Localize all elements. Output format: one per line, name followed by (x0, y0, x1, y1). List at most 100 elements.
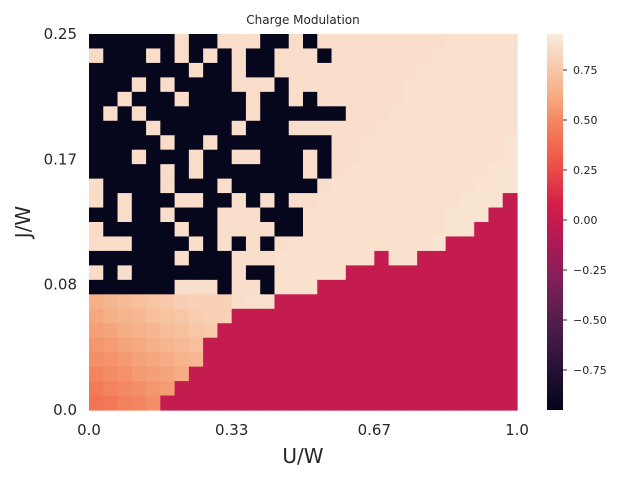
heatmap-cell (417, 207, 432, 223)
heatmap-cell (488, 149, 504, 165)
heatmap-cell (345, 366, 361, 382)
heatmap-cell (146, 120, 161, 136)
heatmap-cell (374, 337, 390, 353)
heatmap-cell (445, 337, 461, 353)
heatmap-cell (331, 381, 347, 397)
heatmap-cell (331, 164, 347, 180)
heatmap-cell (160, 91, 176, 107)
heatmap-cell (103, 279, 119, 295)
heatmap-cell (288, 279, 304, 295)
heatmap-cell (103, 91, 119, 107)
heatmap-cell (431, 395, 447, 411)
heatmap-cell (245, 250, 261, 266)
heatmap-cell (445, 34, 461, 50)
heatmap-cell (103, 236, 119, 252)
heatmap-cell (217, 62, 233, 78)
heatmap-cell (89, 323, 104, 339)
heatmap-cell (388, 294, 404, 310)
heatmap-cell (402, 222, 418, 238)
heatmap-cell (374, 308, 390, 324)
heatmap-cell (303, 337, 318, 353)
heatmap-cell (131, 149, 147, 165)
heatmap-cell (502, 308, 518, 324)
heatmap-cell (288, 77, 304, 93)
heatmap-cell (103, 352, 119, 368)
heatmap-cell (360, 34, 375, 50)
heatmap-cell (445, 250, 461, 266)
heatmap-cell (474, 352, 490, 368)
heatmap-cell (360, 323, 375, 339)
heatmap-cell (188, 62, 204, 78)
heatmap-cell (146, 149, 161, 165)
heatmap-cell (317, 366, 333, 382)
heatmap-cell (117, 120, 133, 136)
heatmap-cell (474, 236, 490, 252)
y-tick-label: 0.17 (44, 150, 77, 168)
heatmap-cell (203, 178, 218, 194)
heatmap-cell (374, 381, 390, 397)
heatmap-cell (288, 366, 304, 382)
heatmap-cell (288, 178, 304, 194)
heatmap-cell (89, 207, 104, 223)
heatmap-cell (374, 366, 390, 382)
heatmap-cell (160, 193, 176, 209)
heatmap-cell (303, 395, 318, 411)
heatmap-cell (260, 193, 276, 209)
x-tick-label: 1.0 (505, 421, 529, 439)
heatmap-cell (374, 77, 390, 93)
heatmap-cell (188, 106, 204, 122)
heatmap-cell (417, 77, 432, 93)
heatmap-cell (388, 250, 404, 266)
heatmap-cell (217, 48, 233, 64)
heatmap-cell (445, 323, 461, 339)
heatmap-cell (117, 135, 133, 151)
heatmap-cell (103, 381, 119, 397)
heatmap-cell (117, 222, 133, 238)
heatmap-cell (360, 164, 375, 180)
heatmap-cell (445, 366, 461, 382)
heatmap-cell (360, 106, 375, 122)
heatmap-cell (488, 236, 504, 252)
heatmap-cell (317, 352, 333, 368)
heatmap-cell (117, 62, 133, 78)
heatmap-cell (502, 207, 518, 223)
heatmap-cell (231, 178, 247, 194)
heatmap-cell (459, 222, 475, 238)
heatmap-cell (417, 381, 432, 397)
heatmap-cell (245, 265, 261, 281)
heatmap-cell (245, 381, 261, 397)
heatmap-cell (274, 381, 290, 397)
heatmap-cell (131, 106, 147, 122)
heatmap-cell (474, 337, 490, 353)
heatmap-cell (260, 323, 276, 339)
heatmap-cell (360, 149, 375, 165)
heatmap-cell (117, 250, 133, 266)
heatmap-cell (360, 250, 375, 266)
heatmap-cell (360, 91, 375, 107)
heatmap-cell (388, 62, 404, 78)
heatmap-cell (474, 294, 490, 310)
heatmap-cell (345, 135, 361, 151)
heatmap-cell (388, 77, 404, 93)
heatmap-cell (288, 135, 304, 151)
heatmap-cell (188, 308, 204, 324)
heatmap-cell (274, 77, 290, 93)
heatmap-cell (203, 207, 218, 223)
heatmap-cell (146, 48, 161, 64)
heatmap-cell (160, 222, 176, 238)
heatmap-cell (360, 236, 375, 252)
heatmap-cell (245, 294, 261, 310)
heatmap-cell (474, 48, 490, 64)
x-tick-label: 0.67 (358, 421, 391, 439)
heatmap-cell (231, 352, 247, 368)
heatmap-cell (388, 222, 404, 238)
heatmap-cell (288, 34, 304, 50)
heatmap-cell (217, 135, 233, 151)
heatmap-cell (146, 294, 161, 310)
heatmap-cell (374, 120, 390, 136)
heatmap-cell (274, 207, 290, 223)
heatmap-cell (160, 279, 176, 295)
heatmap-cell (445, 106, 461, 122)
heatmap-cell (402, 308, 418, 324)
heatmap-cell (131, 62, 147, 78)
